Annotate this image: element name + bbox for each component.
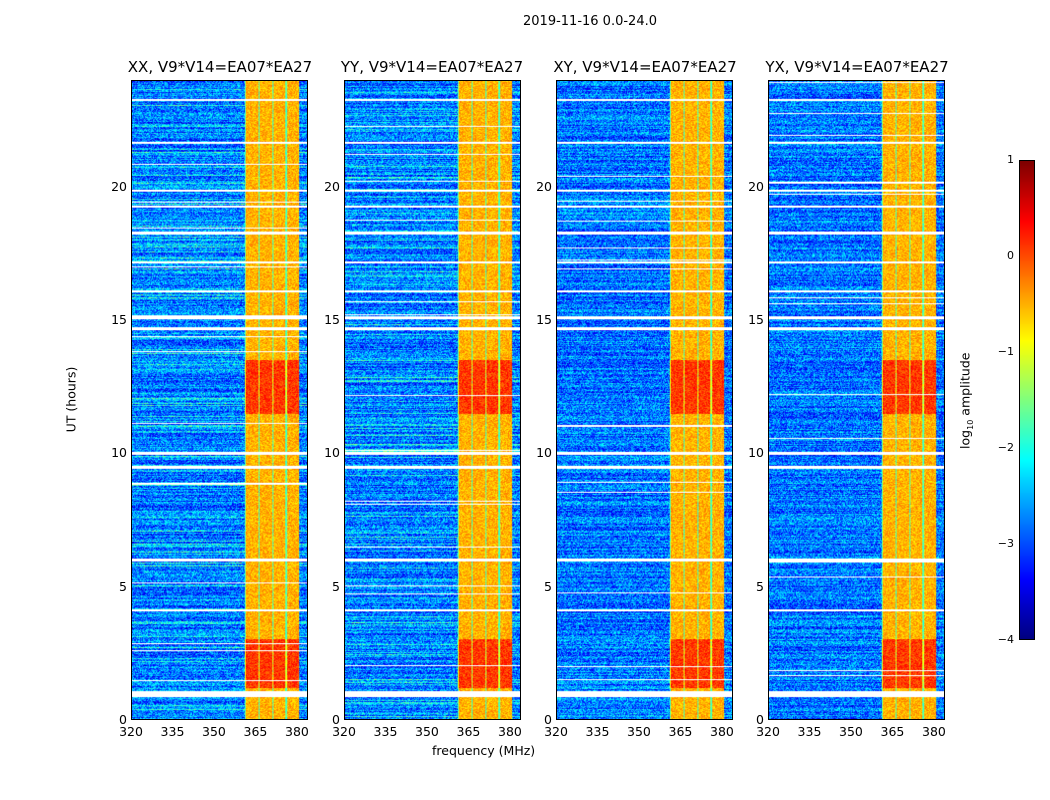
x-tick-label: 335 (373, 724, 398, 739)
x-tick-label: 350 (415, 724, 439, 739)
x-tick-label: 365 (456, 724, 481, 739)
y-tick-label: 20 (536, 178, 552, 194)
panel-title-xx: XX, V9*V14=EA07*EA27 (127, 58, 313, 76)
heatmap-cells (769, 81, 944, 719)
x-tick-label: 365 (880, 724, 905, 739)
y-tick-label: 10 (748, 445, 764, 461)
x-tick-label: 365 (668, 724, 693, 739)
y-axis-label: UT (hours) (63, 366, 79, 433)
colorbar-gradient (1020, 161, 1034, 639)
x-tick-label: 365 (243, 724, 268, 739)
x-tick-label: 320 (756, 724, 780, 739)
y-tick-label: 20 (111, 178, 127, 194)
x-tick-label: 380 (922, 724, 946, 739)
x-tick-label: 320 (332, 724, 356, 739)
heatmap-panel-xx (131, 80, 308, 720)
x-tick-label: 380 (710, 724, 734, 739)
heatmap-cells (557, 81, 732, 719)
y-tick-label: 0 (332, 712, 340, 727)
heatmap-cells (345, 81, 520, 719)
colorbar (1019, 160, 1035, 640)
colorbar-tick-label: 1 (1007, 153, 1014, 166)
y-tick-label: 0 (544, 712, 552, 727)
figure-title: 2019-11-16 0.0-24.0 (523, 14, 657, 29)
x-tick-label: 335 (160, 724, 185, 739)
heatmap-panel-xy (556, 80, 733, 720)
panel-title-xy: XY, V9*V14=EA07*EA27 (553, 58, 737, 76)
heatmap-cells (132, 81, 307, 719)
x-axis-label: frequency (MHz) (432, 743, 536, 758)
x-tick-label: 350 (202, 724, 226, 739)
heatmap-panel-yy (344, 80, 521, 720)
panel-title-yx: YX, V9*V14=EA07*EA27 (765, 58, 949, 76)
colorbar-tick-label: −1 (997, 345, 1014, 358)
y-tick-label: 15 (748, 312, 764, 327)
x-tick-label: 320 (119, 724, 143, 739)
y-tick-label: 5 (119, 578, 127, 594)
y-tick-label: 15 (111, 312, 127, 327)
y-tick-label: 5 (544, 578, 552, 594)
y-tick-label: 20 (324, 178, 340, 194)
colorbar-label: log10 amplitude (957, 352, 975, 449)
x-tick-label: 335 (797, 724, 822, 739)
y-tick-label: 10 (111, 445, 127, 461)
x-tick-label: 350 (839, 724, 863, 739)
colorbar-tick-label: −2 (997, 441, 1014, 454)
panel-title-yy: YY, V9*V14=EA07*EA27 (340, 58, 524, 76)
y-tick-label: 15 (536, 312, 552, 327)
x-tick-label: 320 (544, 724, 568, 739)
x-tick-label: 350 (627, 724, 651, 739)
colorbar-tick-label: −4 (997, 633, 1014, 646)
y-tick-label: 10 (324, 445, 340, 461)
colorbar-tick-label: 0 (1007, 249, 1014, 262)
heatmap-panel-yx (768, 80, 945, 720)
y-tick-label: 10 (536, 445, 552, 461)
y-tick-label: 5 (756, 578, 764, 594)
y-tick-label: 0 (119, 712, 127, 727)
y-tick-label: 0 (756, 712, 764, 727)
colorbar-tick-label: −3 (997, 537, 1014, 550)
y-tick-label: 20 (748, 178, 764, 194)
x-tick-label: 380 (498, 724, 522, 739)
y-tick-label: 15 (324, 312, 340, 327)
x-tick-label: 380 (285, 724, 309, 739)
y-tick-label: 5 (332, 578, 340, 594)
x-tick-label: 335 (585, 724, 610, 739)
